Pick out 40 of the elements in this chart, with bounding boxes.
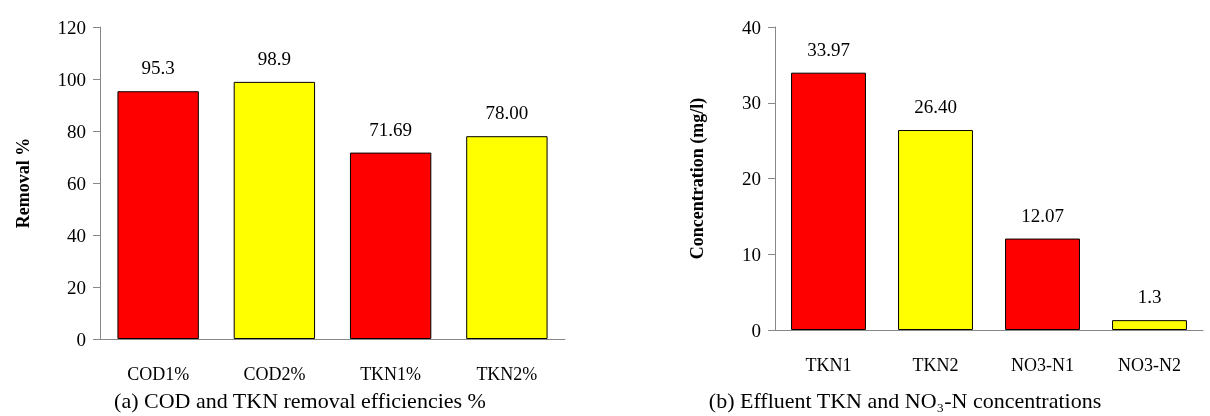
x-tick-label: COD2% bbox=[243, 364, 306, 384]
bar bbox=[898, 130, 973, 330]
data-label: 95.3 bbox=[141, 57, 175, 79]
data-label: 26.40 bbox=[914, 96, 957, 118]
y-tick-label: 20 bbox=[742, 168, 761, 189]
y-tick-label: 10 bbox=[742, 243, 761, 265]
data-label: 33.97 bbox=[807, 38, 850, 60]
y-tick-label: 80 bbox=[67, 120, 86, 142]
data-label: 71.69 bbox=[369, 118, 412, 140]
bar bbox=[1005, 238, 1080, 330]
bar bbox=[466, 136, 548, 339]
bar bbox=[349, 152, 432, 339]
y-tick-label: 0 bbox=[751, 319, 761, 341]
bar bbox=[1112, 320, 1187, 330]
data-label: 98.9 bbox=[257, 47, 291, 69]
y-tick-label: 100 bbox=[57, 68, 86, 90]
bar bbox=[117, 91, 199, 339]
y-tick-label: 60 bbox=[67, 172, 86, 194]
y-tick-label: 40 bbox=[742, 16, 761, 38]
y-tick-label: 120 bbox=[57, 16, 86, 38]
data-label: 1.3 bbox=[1137, 286, 1162, 308]
y-tick-label: 20 bbox=[67, 276, 86, 298]
y-tick-label: 0 bbox=[76, 328, 86, 350]
y-axis-title: Removal % bbox=[13, 137, 33, 229]
bar bbox=[233, 81, 316, 339]
bar bbox=[791, 72, 866, 330]
x-tick-label: TKN1 bbox=[805, 355, 852, 375]
y-axis-title: Concentration (mg/l) bbox=[687, 97, 708, 260]
x-tick-label: COD1% bbox=[127, 364, 190, 384]
y-tick-label: 30 bbox=[742, 92, 761, 114]
x-tick-label: NO3-N1 bbox=[1011, 355, 1074, 375]
data-label: 12.07 bbox=[1021, 204, 1064, 226]
x-tick-label: TKN1% bbox=[360, 364, 422, 384]
x-tick-label: NO3-N2 bbox=[1118, 355, 1181, 375]
text: (a) COD and TKN removal efficiencies % bbox=[114, 387, 486, 413]
x-tick-label: TKN2% bbox=[476, 364, 538, 384]
x-tick-label: TKN2 bbox=[912, 355, 959, 375]
y-tick-label: 40 bbox=[67, 224, 86, 246]
data-label: 78.00 bbox=[485, 102, 529, 124]
text: (b) Effluent TKN and NO₃-N concentrations bbox=[708, 387, 1102, 413]
